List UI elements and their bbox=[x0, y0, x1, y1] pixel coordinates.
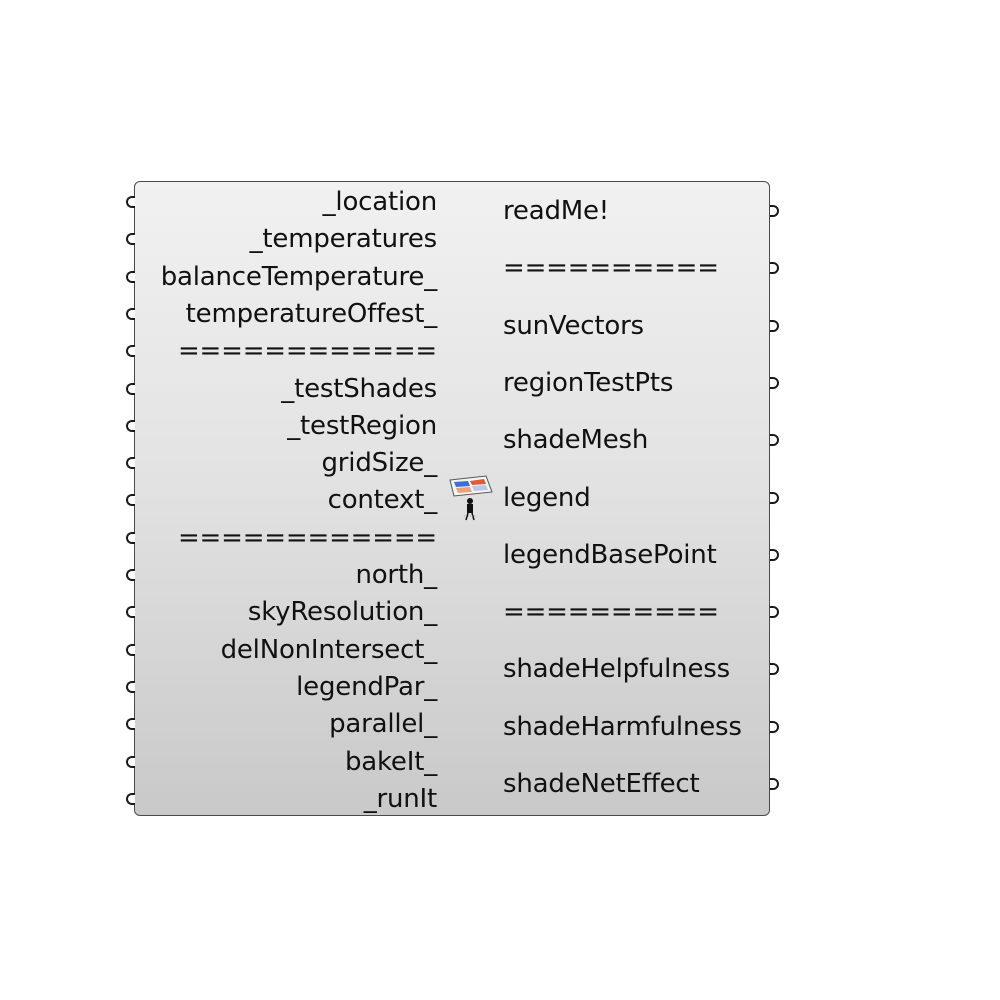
output-grip[interactable] bbox=[770, 434, 779, 447]
input-param-label: _temperatures bbox=[249, 224, 438, 255]
input-grip[interactable] bbox=[126, 345, 135, 358]
input-param-label: ============ bbox=[177, 336, 437, 367]
input-grip[interactable] bbox=[126, 569, 135, 581]
input-grip[interactable] bbox=[126, 419, 135, 432]
input-param-label: balanceTemperature_ bbox=[160, 261, 437, 292]
input-param-label: temperatureOffest_ bbox=[185, 298, 438, 329]
output-grip[interactable] bbox=[770, 262, 779, 275]
output-param-label: regionTestPts bbox=[503, 367, 674, 398]
input-grip[interactable] bbox=[126, 680, 135, 693]
input-grip[interactable] bbox=[126, 270, 135, 283]
output-param-label: shadeHelpfulness bbox=[503, 654, 730, 685]
output-grip[interactable] bbox=[770, 376, 779, 389]
input-param-label: legendPar_ bbox=[296, 671, 437, 702]
input-param-label: delNonIntersect_ bbox=[220, 634, 438, 665]
output-grip[interactable] bbox=[770, 205, 779, 217]
output-grip[interactable] bbox=[770, 491, 779, 504]
input-grip[interactable] bbox=[126, 196, 135, 208]
input-grip[interactable] bbox=[126, 718, 135, 731]
input-param-label: _location bbox=[322, 187, 438, 217]
input-grip[interactable] bbox=[126, 494, 135, 507]
output-param-label: shadeMesh bbox=[503, 425, 649, 456]
input-grip[interactable] bbox=[126, 792, 135, 805]
output-grip[interactable] bbox=[770, 778, 779, 790]
input-param-label: gridSize_ bbox=[321, 448, 438, 479]
input-grip[interactable] bbox=[126, 233, 135, 246]
input-grip[interactable] bbox=[126, 755, 135, 768]
output-grip[interactable] bbox=[770, 606, 779, 619]
output-param-label: legend bbox=[503, 482, 591, 513]
input-grip[interactable] bbox=[126, 457, 135, 470]
output-param-label: shadeHarmfulness bbox=[503, 711, 742, 742]
output-grip[interactable] bbox=[770, 720, 779, 733]
input-param-label: _runIt bbox=[363, 783, 438, 814]
input-param-label: skyResolution_ bbox=[247, 597, 437, 628]
input-param-label: bakeIt_ bbox=[344, 746, 437, 777]
input-param-label: ============ bbox=[177, 522, 437, 553]
output-grip[interactable] bbox=[770, 319, 779, 332]
input-param-label: parallel_ bbox=[329, 709, 437, 740]
input-param-label: north_ bbox=[355, 560, 437, 590]
shade-benefit-component[interactable] bbox=[134, 181, 770, 816]
output-grip[interactable] bbox=[770, 548, 779, 561]
output-grip[interactable] bbox=[770, 663, 779, 676]
output-param-label: shadeNetEffect bbox=[503, 769, 700, 799]
output-param-label: ========== bbox=[503, 597, 719, 628]
input-grip[interactable] bbox=[126, 531, 135, 544]
input-grip[interactable] bbox=[126, 307, 135, 320]
input-param-label: _testRegion bbox=[287, 410, 437, 441]
input-param-label: _testShades bbox=[281, 373, 437, 404]
shade-benefit-evaluator-icon bbox=[449, 475, 493, 521]
output-param-label: legendBasePoint bbox=[503, 539, 717, 570]
output-param-label: ========== bbox=[503, 253, 719, 284]
input-grip[interactable] bbox=[126, 643, 135, 656]
output-param-label: sunVectors bbox=[503, 310, 644, 341]
input-grip[interactable] bbox=[126, 382, 135, 395]
input-param-label: context_ bbox=[327, 485, 438, 516]
input-grip[interactable] bbox=[126, 606, 135, 619]
output-param-label: readMe! bbox=[503, 196, 610, 226]
